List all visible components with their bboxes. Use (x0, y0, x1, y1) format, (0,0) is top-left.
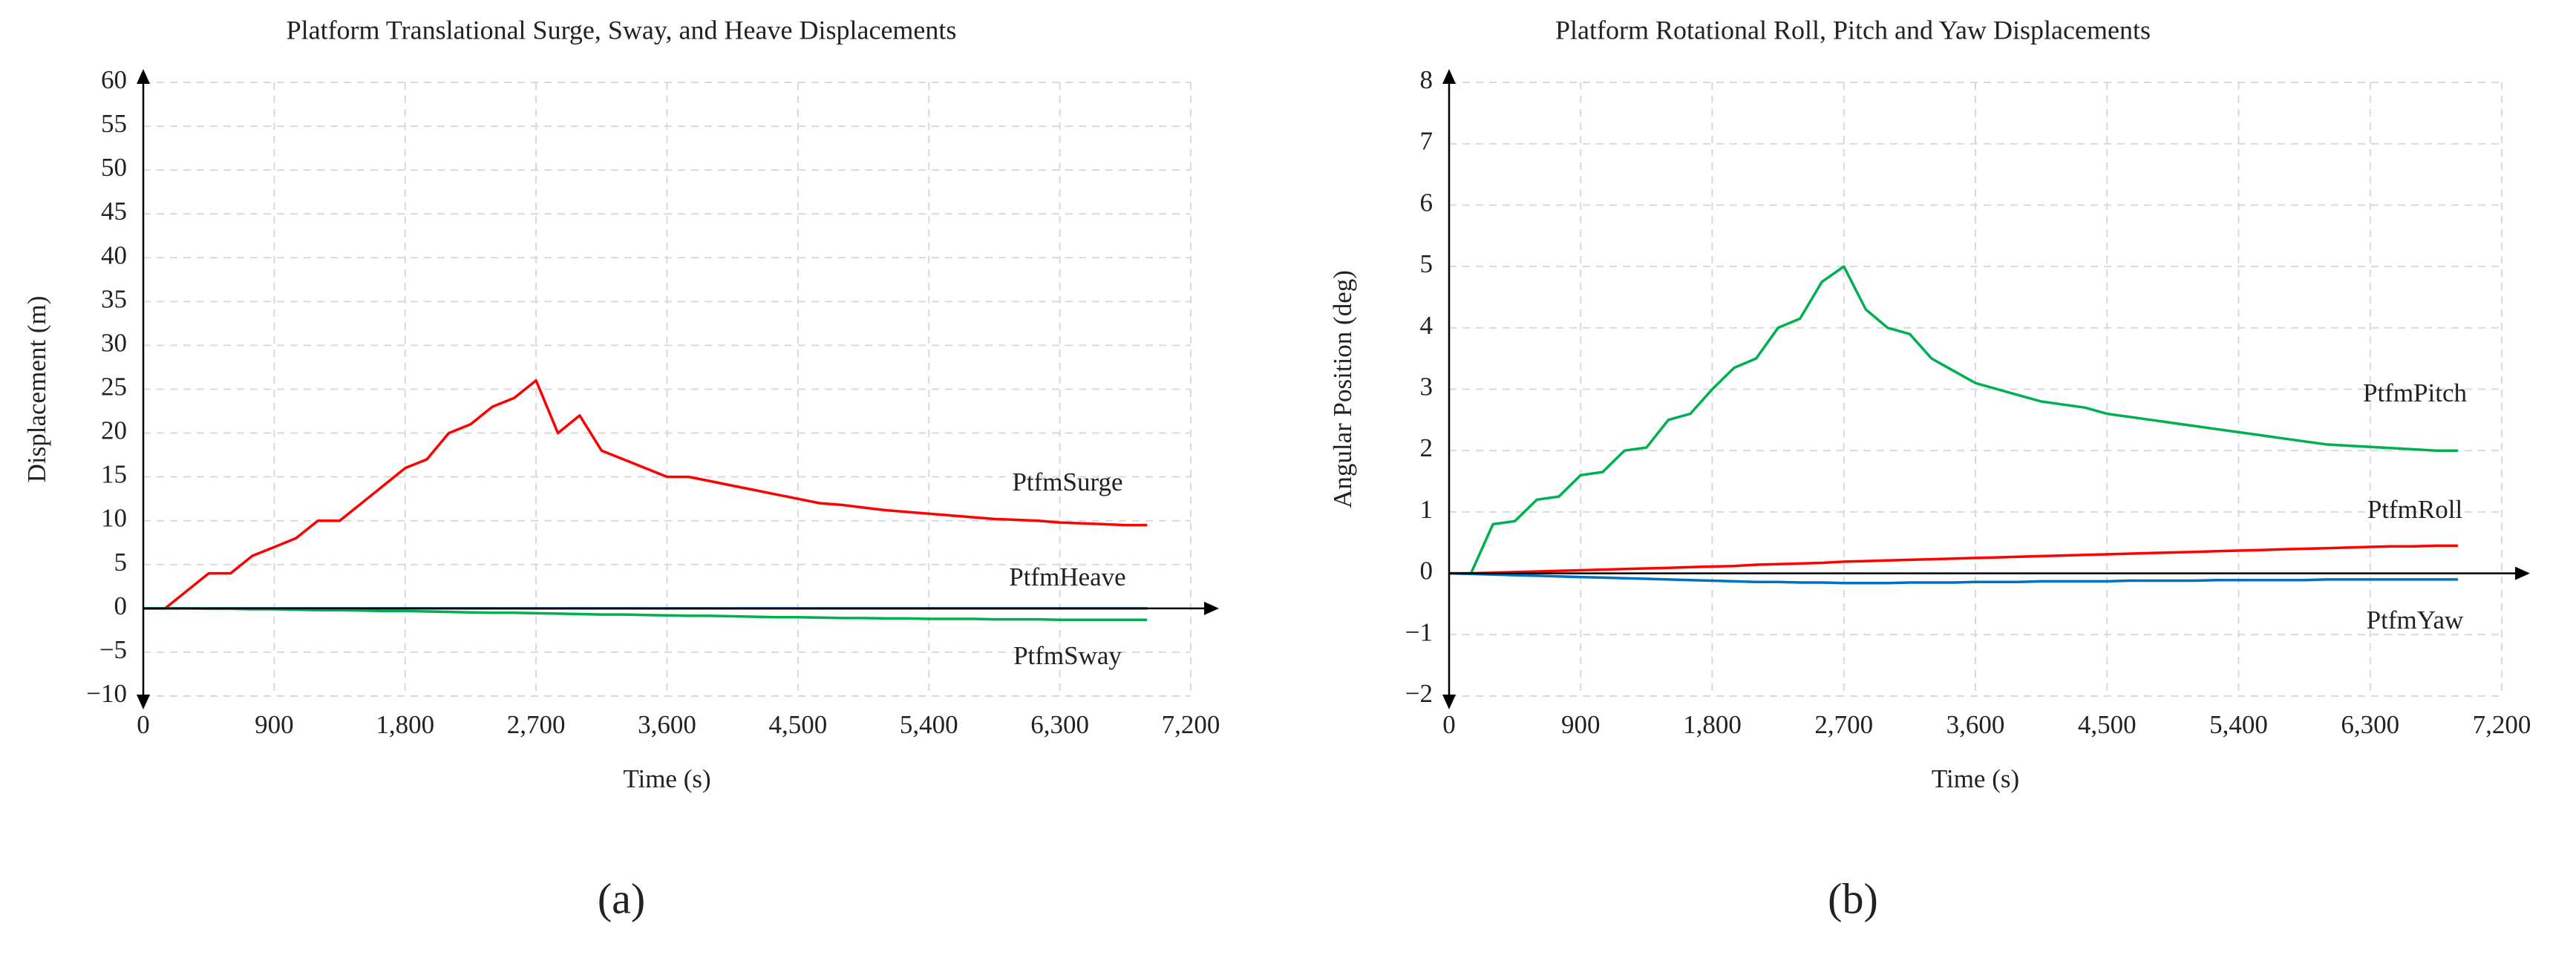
x-tick-label: 2,700 (1814, 710, 1873, 739)
y-tick-label: 55 (101, 109, 127, 138)
x-tick-label: 5,400 (900, 710, 958, 739)
x-tick-label: 0 (137, 710, 150, 739)
y-tick-label: 0 (1420, 557, 1434, 585)
x-axis-arrow (2515, 566, 2530, 580)
x-axis-label: Time (s) (623, 764, 710, 793)
y-tick-label: 2 (1420, 433, 1434, 462)
y-tick-label: 50 (101, 153, 127, 182)
x-tick-label: 6,300 (1030, 710, 1089, 739)
chart: Platform Translational Surge, Sway, and … (22, 15, 1220, 922)
y-tick-label: 6 (1420, 188, 1434, 217)
y-axis-arrow (1442, 695, 1456, 709)
chart-title: Platform Translational Surge, Sway, and … (287, 15, 957, 45)
y-tick-label: −2 (1405, 679, 1433, 708)
y-tick-label: −10 (86, 679, 127, 708)
y-tick-label: 0 (114, 591, 128, 620)
y-tick-label: 7 (1420, 127, 1434, 156)
y-tick-label: 4 (1420, 311, 1434, 340)
x-tick-label: 0 (1442, 710, 1456, 739)
series-label: PtfmSurge (1012, 467, 1122, 496)
y-tick-label: 5 (1420, 249, 1434, 278)
y-tick-label: 1 (1420, 495, 1434, 524)
y-tick-label: 5 (114, 548, 128, 577)
series-label: PtfmHeave (1009, 562, 1125, 591)
x-tick-label: 4,500 (769, 710, 828, 739)
x-tick-label: 3,600 (638, 710, 696, 739)
chart: Platform Rotational Roll, Pitch and Yaw … (1328, 15, 2531, 922)
y-tick-label: 10 (101, 504, 127, 533)
x-tick-label: 6,300 (2341, 710, 2399, 739)
series-line (1448, 571, 2458, 585)
y-tick-label: 3 (1420, 373, 1434, 401)
series-label: PtfmSway (1013, 641, 1122, 670)
series-label: PtfmPitch (2363, 378, 2468, 407)
y-axis-arrow (137, 69, 150, 84)
x-tick-label: 3,600 (1946, 710, 2005, 739)
y-tick-label: −5 (99, 635, 127, 664)
y-tick-label: 20 (101, 416, 127, 445)
y-tick-label: 30 (101, 328, 127, 357)
series-line (143, 378, 1148, 610)
series-label: PtfmRoll (2367, 495, 2463, 524)
y-tick-label: 35 (101, 284, 127, 313)
series-line (1449, 265, 2458, 575)
series-line (1449, 544, 2458, 575)
y-tick-label: 60 (101, 65, 127, 94)
x-tick-label: 5,400 (2209, 710, 2268, 739)
y-tick-label: 15 (101, 460, 127, 489)
caption: (a) (598, 874, 645, 922)
chart-title: Platform Rotational Roll, Pitch and Yaw … (1555, 15, 2151, 45)
x-tick-label: 7,200 (2473, 710, 2531, 739)
series-line (143, 607, 1148, 621)
y-tick-label: 25 (101, 373, 127, 401)
x-tick-label: 7,200 (1162, 710, 1220, 739)
x-axis-label: Time (s) (1932, 764, 2019, 793)
y-tick-label: 8 (1420, 65, 1434, 94)
series-label: PtfmYaw (2367, 606, 2464, 634)
x-tick-label: 1,800 (1683, 710, 1742, 739)
y-axis-arrow (1442, 69, 1456, 84)
y-axis-arrow (137, 695, 150, 709)
x-tick-label: 4,500 (2078, 710, 2137, 739)
y-axis-label: Displacement (m) (22, 296, 51, 483)
x-tick-label: 900 (1561, 710, 1601, 739)
x-axis-arrow (1204, 601, 1219, 615)
x-tick-label: 2,700 (507, 710, 566, 739)
x-tick-label: 900 (255, 710, 294, 739)
x-tick-label: 1,800 (376, 710, 434, 739)
caption: (b) (1828, 874, 1878, 922)
y-tick-label: 45 (101, 197, 127, 226)
y-tick-label: −1 (1405, 617, 1433, 646)
y-axis-label: Angular Position (deg) (1328, 270, 1357, 508)
y-tick-label: 40 (101, 240, 127, 269)
